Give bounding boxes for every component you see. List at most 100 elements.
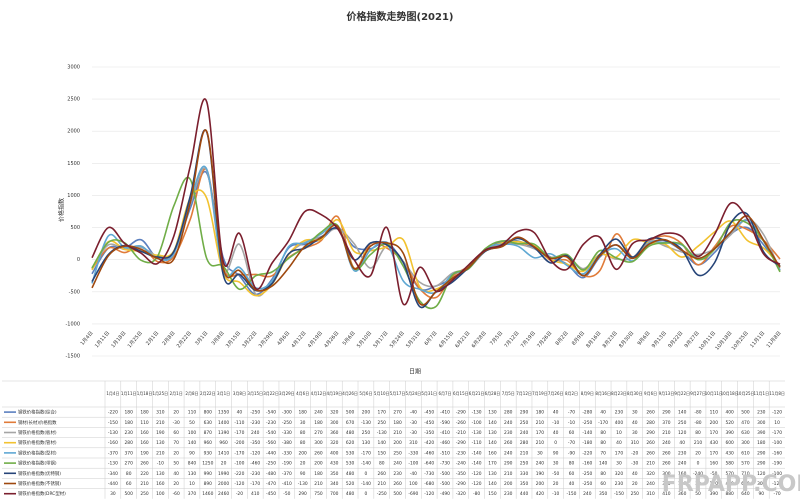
table-cell: 1250 <box>202 461 213 467</box>
table-cell: -10 <box>157 461 164 467</box>
table-cell: 90 <box>553 450 559 456</box>
table-cell: 240 <box>314 410 323 416</box>
table-cell: 100 <box>409 481 418 487</box>
series-line <box>91 129 781 309</box>
table-cell: 250 <box>140 491 149 497</box>
table-cell: 320 <box>615 471 624 477</box>
table-header: 3月8日 <box>233 391 246 396</box>
table-cell: 470 <box>741 420 750 426</box>
table-cell: 60 <box>569 471 575 477</box>
table-cell: 250 <box>678 420 687 426</box>
y-tick-label: -500 <box>69 289 80 295</box>
table-cell: 410 <box>662 491 671 497</box>
table-cell: -70 <box>568 440 575 446</box>
table-cell: 20 <box>173 450 179 456</box>
table-cell: 1460 <box>202 491 213 497</box>
table-cell: 30 <box>553 461 559 467</box>
table-cell: -460 <box>250 461 260 467</box>
table-cell: 190 <box>156 430 165 436</box>
table-cell: 40 <box>679 440 685 446</box>
table-header: 8月30日 <box>627 391 643 396</box>
table-cell: 180 <box>125 410 134 416</box>
table-cell: 630 <box>204 420 213 426</box>
x-tick-label: 1月4日 <box>80 330 95 346</box>
table-cell: 260 <box>646 410 655 416</box>
table-cell: -100 <box>472 420 482 426</box>
table-cell: 210 <box>156 450 165 456</box>
table-cell: 570 <box>725 471 734 477</box>
table-cell: -170 <box>250 481 260 487</box>
table-cell: -320 <box>456 491 466 497</box>
table-cell: 240 <box>646 481 655 487</box>
table-cell: 670 <box>346 420 355 426</box>
table-cell: -30 <box>410 430 417 436</box>
table-cell: 130 <box>362 440 371 446</box>
table-cell: 300 <box>757 481 766 487</box>
x-tick-label: 4月6日 <box>276 330 291 346</box>
table-cell: -220 <box>234 471 244 477</box>
table-cell: 50 <box>695 491 701 497</box>
table-cell: 20 <box>553 481 559 487</box>
table-cell: -350 <box>250 440 260 446</box>
y-tick-label: 1000 <box>67 193 80 199</box>
legend-label: 钢铁价格指数(型材) <box>18 449 57 456</box>
table-cell: -590 <box>440 420 450 426</box>
legend-label: 钢铁价格指数(板材) <box>18 429 57 436</box>
x-tick-label: 6月7日 <box>424 330 439 346</box>
table-cell: -120 <box>250 450 260 456</box>
legend-label: 钢铁价格指数(不锈钢) <box>18 480 61 487</box>
table-cell: -280 <box>582 410 592 416</box>
table-cell: 150 <box>378 450 387 456</box>
table-cell: 100 <box>156 491 165 497</box>
table-header: 7月5日 <box>502 391 515 396</box>
table-cell: 230 <box>678 450 687 456</box>
table-cell: 890 <box>204 481 213 487</box>
table-cell: 170 <box>615 450 624 456</box>
table-cell: 30 <box>632 430 638 436</box>
table-cell: -130 <box>298 481 308 487</box>
table-cell: -330 <box>408 450 418 456</box>
table-cell: 250 <box>393 450 402 456</box>
table-cell: 320 <box>330 410 339 416</box>
table-header: 10月25日 <box>736 391 754 396</box>
table-cell: -170 <box>598 420 608 426</box>
table-cell: 140 <box>599 461 608 467</box>
table-cell: 390 <box>757 430 766 436</box>
x-axis-label: 日期 <box>409 368 421 376</box>
table-cell: 80 <box>300 440 306 446</box>
table-cell: -250 <box>377 491 387 497</box>
table-cell: 340 <box>330 481 339 487</box>
table-cell: 260 <box>662 461 671 467</box>
table-cell: 210 <box>378 481 387 487</box>
x-tick-label: 1月11日 <box>94 330 111 349</box>
table-cell: 50 <box>173 461 179 467</box>
table-cell: 240 <box>662 440 671 446</box>
table-cell: 530 <box>346 450 355 456</box>
table-cell: 520 <box>725 420 734 426</box>
table-cell: 210 <box>646 461 655 467</box>
table-cell: 60 <box>600 481 606 487</box>
table-cell: -110 <box>234 420 244 426</box>
table-cell: 80 <box>569 461 575 467</box>
table-cell: 280 <box>520 440 529 446</box>
table-header: 3月22日 <box>263 391 279 396</box>
table-cell: 420 <box>536 491 545 497</box>
x-tick-label: 10月25日 <box>731 330 750 351</box>
table-cell: 60 <box>126 481 132 487</box>
table-cell: 930 <box>204 450 213 456</box>
table-cell: 140 <box>188 440 197 446</box>
table-header: 5月10日 <box>374 391 390 396</box>
table-header: 9月22日 <box>674 391 690 396</box>
table-cell: 160 <box>156 481 165 487</box>
legend-label: 钢材(长材)价格指数 <box>18 419 57 426</box>
table-cell: -150 <box>108 420 118 426</box>
table-cell: 330 <box>520 471 529 477</box>
table-cell: -60 <box>173 491 180 497</box>
table-cell: -30 <box>173 420 180 426</box>
table-cell: 610 <box>741 450 750 456</box>
table-cell: 200 <box>504 481 513 487</box>
table-cell: 200 <box>362 410 371 416</box>
table-cell: 30 <box>616 461 622 467</box>
table-cell: -30 <box>410 420 417 426</box>
table-cell: 210 <box>393 430 402 436</box>
